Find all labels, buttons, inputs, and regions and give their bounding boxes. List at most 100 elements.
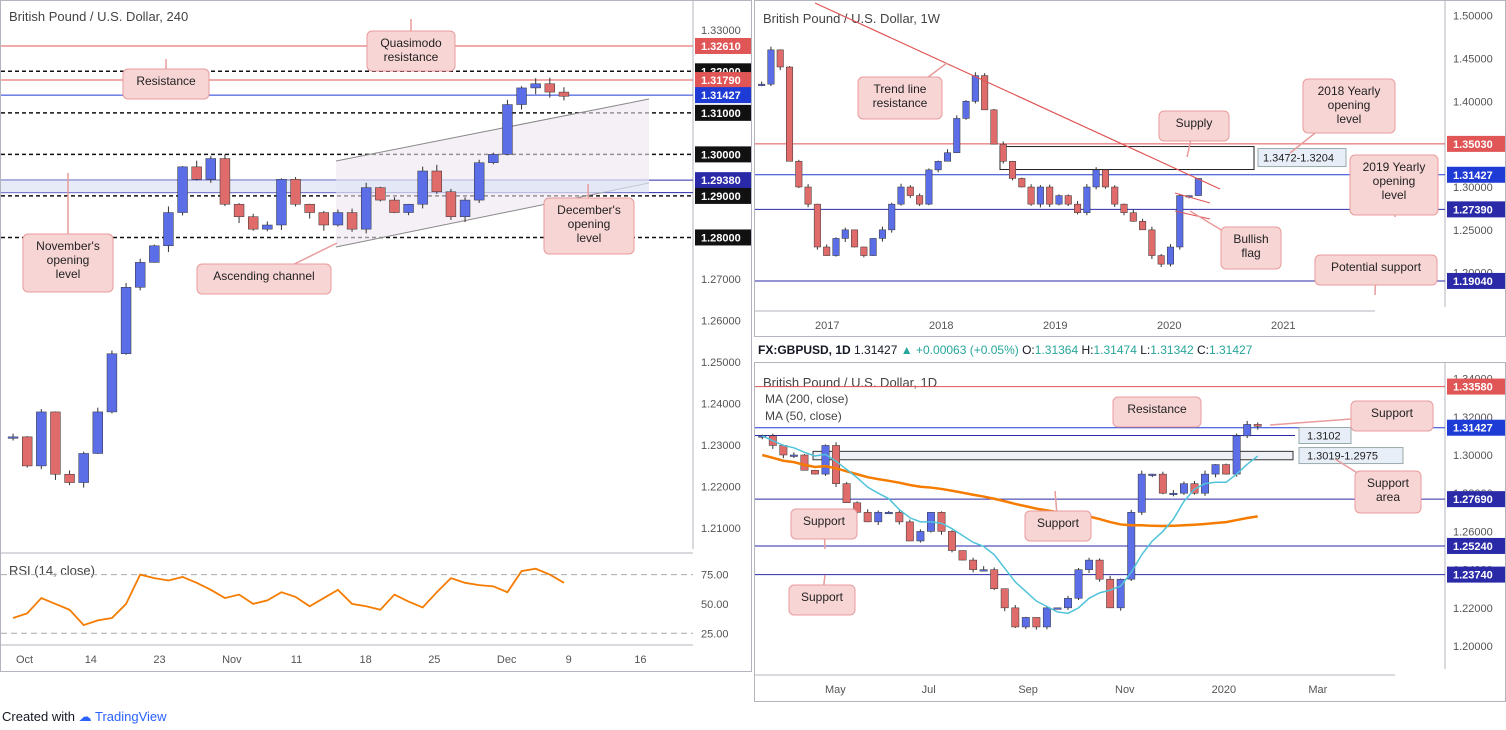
daily-chart[interactable]: British Pound / U.S. Dollar, 1D MA (200, … bbox=[755, 363, 1506, 702]
symbol-info-bar: FX:GBPUSD, 1D 1.31427 ▲ +0.00063 (+0.05%… bbox=[758, 343, 1252, 357]
h4-chart-panel[interactable]: British Pound / U.S. Dollar, 240 1.33000 1… bbox=[0, 0, 752, 672]
candle-body bbox=[106, 353, 118, 413]
callout-box bbox=[1302, 78, 1396, 134]
price-level-label: 1.33580 bbox=[1453, 382, 1493, 394]
candle-body bbox=[916, 195, 924, 205]
price-level-tag bbox=[1447, 378, 1505, 395]
candle-body bbox=[1074, 569, 1083, 599]
candle-body bbox=[1148, 473, 1157, 476]
candle-body bbox=[1101, 169, 1109, 188]
callout-box bbox=[1350, 400, 1434, 432]
candle-body bbox=[767, 49, 775, 85]
annotation-label: Quasimodo bbox=[380, 36, 442, 50]
rsi-tick-label: 50.00 bbox=[701, 599, 729, 611]
price-level-label: 1.35030 bbox=[1453, 139, 1493, 151]
y-tick-label: 1.22000 bbox=[1453, 603, 1493, 615]
candle-body bbox=[1243, 424, 1252, 437]
channel-lower-line bbox=[335, 182, 650, 248]
candle-body bbox=[1106, 578, 1115, 609]
candle-body bbox=[863, 512, 872, 523]
x-tick-label: 2020 bbox=[1157, 320, 1181, 332]
candle-body bbox=[1042, 607, 1051, 628]
zone-tag bbox=[1298, 426, 1352, 444]
candle-body bbox=[219, 158, 231, 205]
candle-body bbox=[1139, 221, 1147, 231]
candle-body bbox=[247, 216, 259, 230]
candle-body bbox=[332, 212, 344, 226]
x-tick-label: 2018 bbox=[929, 320, 953, 332]
supply-zone-tag bbox=[1257, 148, 1347, 168]
zone-label: 1.3019-1.2975 bbox=[1307, 451, 1378, 463]
bullish-flag-line bbox=[1174, 192, 1211, 204]
candle-body bbox=[943, 152, 951, 162]
y-tick-label: 1.24000 bbox=[701, 399, 741, 411]
candle-body bbox=[1027, 186, 1035, 205]
y-tick-label: 1.22000 bbox=[701, 482, 741, 494]
ascending-channel-fill bbox=[336, 99, 649, 247]
candle-body bbox=[1053, 607, 1062, 610]
high-value: 1.31474 bbox=[1093, 343, 1137, 357]
candle-body bbox=[64, 473, 75, 483]
candle-body bbox=[990, 109, 998, 145]
candle-body bbox=[869, 238, 877, 256]
candle-body bbox=[1021, 617, 1030, 628]
candle-body bbox=[925, 169, 933, 205]
candle-body bbox=[789, 454, 798, 457]
annotation-label: opening bbox=[568, 217, 611, 231]
candle-body bbox=[776, 49, 784, 68]
close-label: C: bbox=[1196, 343, 1209, 357]
price-level-label: 1.31000 bbox=[701, 108, 741, 120]
support-zone bbox=[1, 180, 649, 193]
candle-body bbox=[50, 411, 61, 475]
candle-body bbox=[92, 411, 104, 454]
candle-body bbox=[897, 186, 905, 205]
callout-box bbox=[790, 508, 858, 540]
candle-body bbox=[36, 411, 47, 467]
callout-box bbox=[1024, 510, 1092, 542]
candle-body bbox=[163, 212, 174, 247]
annotation-label: flag bbox=[1241, 246, 1260, 260]
candle-body bbox=[1074, 203, 1082, 213]
candle-body bbox=[1095, 559, 1104, 580]
candle-body bbox=[823, 246, 831, 256]
h4-chart-title: British Pound / U.S. Dollar, 240 bbox=[9, 9, 188, 24]
y-tick-label: 1.40000 bbox=[1453, 96, 1493, 108]
callout-box bbox=[1220, 226, 1282, 270]
candle-body bbox=[318, 212, 330, 226]
candle-body bbox=[841, 229, 849, 239]
price-level-label: 1.29380 bbox=[701, 175, 741, 187]
annotation-label: Support bbox=[1037, 516, 1080, 530]
y-tick-label: 1.45000 bbox=[1453, 53, 1493, 65]
x-tick-label: 11 bbox=[291, 654, 302, 666]
candle-body bbox=[516, 87, 527, 105]
annotation-label: resistance bbox=[384, 50, 439, 64]
weekly-chart-panel[interactable]: British Pound / U.S. Dollar, 1W 1.50000 1.… bbox=[754, 0, 1506, 337]
rsi-tick-label: 25.00 bbox=[701, 628, 729, 640]
candle-body bbox=[832, 238, 840, 256]
callout-box bbox=[196, 263, 332, 295]
candle-body bbox=[860, 246, 868, 256]
candle-body bbox=[488, 154, 499, 163]
price-level-tag bbox=[1447, 201, 1505, 218]
annotation-label: Trend line bbox=[874, 82, 927, 96]
ma50-legend: MA (50, close) bbox=[765, 409, 842, 423]
x-tick-label: 2017 bbox=[815, 320, 839, 332]
weekly-chart[interactable]: British Pound / U.S. Dollar, 1W 1.50000 1.… bbox=[755, 1, 1506, 337]
callout-box bbox=[122, 68, 210, 100]
h4-chart[interactable]: British Pound / U.S. Dollar, 240 1.33000 1… bbox=[1, 1, 752, 672]
candle-body bbox=[1194, 178, 1202, 196]
bullish-flag-line bbox=[1174, 210, 1211, 220]
tradingview-link[interactable]: TradingView bbox=[95, 709, 167, 724]
price-level-tag bbox=[1447, 566, 1505, 583]
ma200-legend: MA (200, close) bbox=[765, 392, 848, 406]
tradingview-logo-icon[interactable]: ☁ bbox=[78, 709, 92, 724]
price-level-label: 1.31427 bbox=[1453, 170, 1493, 182]
y-tick-label: 1.50000 bbox=[1453, 11, 1493, 23]
daily-chart-panel[interactable]: British Pound / U.S. Dollar, 1D MA (200, … bbox=[754, 362, 1506, 702]
y-tick-label: 1.26000 bbox=[1453, 526, 1493, 538]
annotation-label: opening bbox=[1328, 98, 1371, 112]
candle-body bbox=[346, 212, 358, 230]
candle-body bbox=[937, 512, 946, 532]
candle-body bbox=[821, 445, 830, 475]
rsi-title: RSI (14, close) bbox=[9, 563, 95, 578]
